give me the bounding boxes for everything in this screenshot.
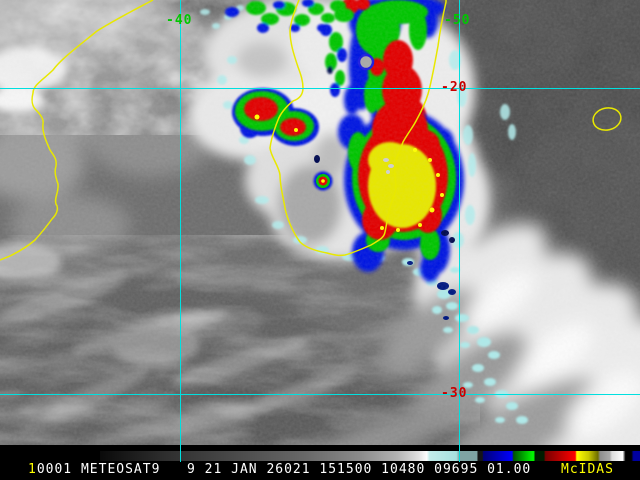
satellite-image-canvas[interactable]	[0, 0, 640, 445]
status-bar: 10001 METEOSAT9 9 21 JAN 26021 151500 10…	[0, 445, 640, 480]
satellite-id-text: 0001 METEOSAT9	[36, 462, 161, 477]
enhancement-color-scale	[100, 451, 640, 461]
grid-label-meridian-40: -40	[166, 13, 193, 28]
image-datetime-text: 9 21 JAN 26021 151500 10480 09695 01.00	[187, 462, 532, 477]
meridian-line-50	[459, 0, 460, 462]
coastlines	[0, 0, 622, 261]
frame-number: 1	[28, 462, 37, 477]
meridian-line-40	[180, 0, 181, 462]
mcidas-brand-label: McIDAS	[561, 462, 614, 477]
frame-and-satellite-text: 10001 METEOSAT9	[28, 463, 160, 476]
africa-coastline	[0, 0, 154, 261]
madagascar-coastline	[269, 0, 447, 257]
grid-label-meridian-50: -50	[444, 13, 471, 28]
grid-label-parallel-20: -20	[441, 80, 468, 95]
reunion-island-outline	[592, 107, 622, 131]
grid-label-parallel-30: -30	[441, 386, 468, 401]
parallel-lines	[0, 88, 640, 395]
image-grain	[0, 0, 640, 445]
